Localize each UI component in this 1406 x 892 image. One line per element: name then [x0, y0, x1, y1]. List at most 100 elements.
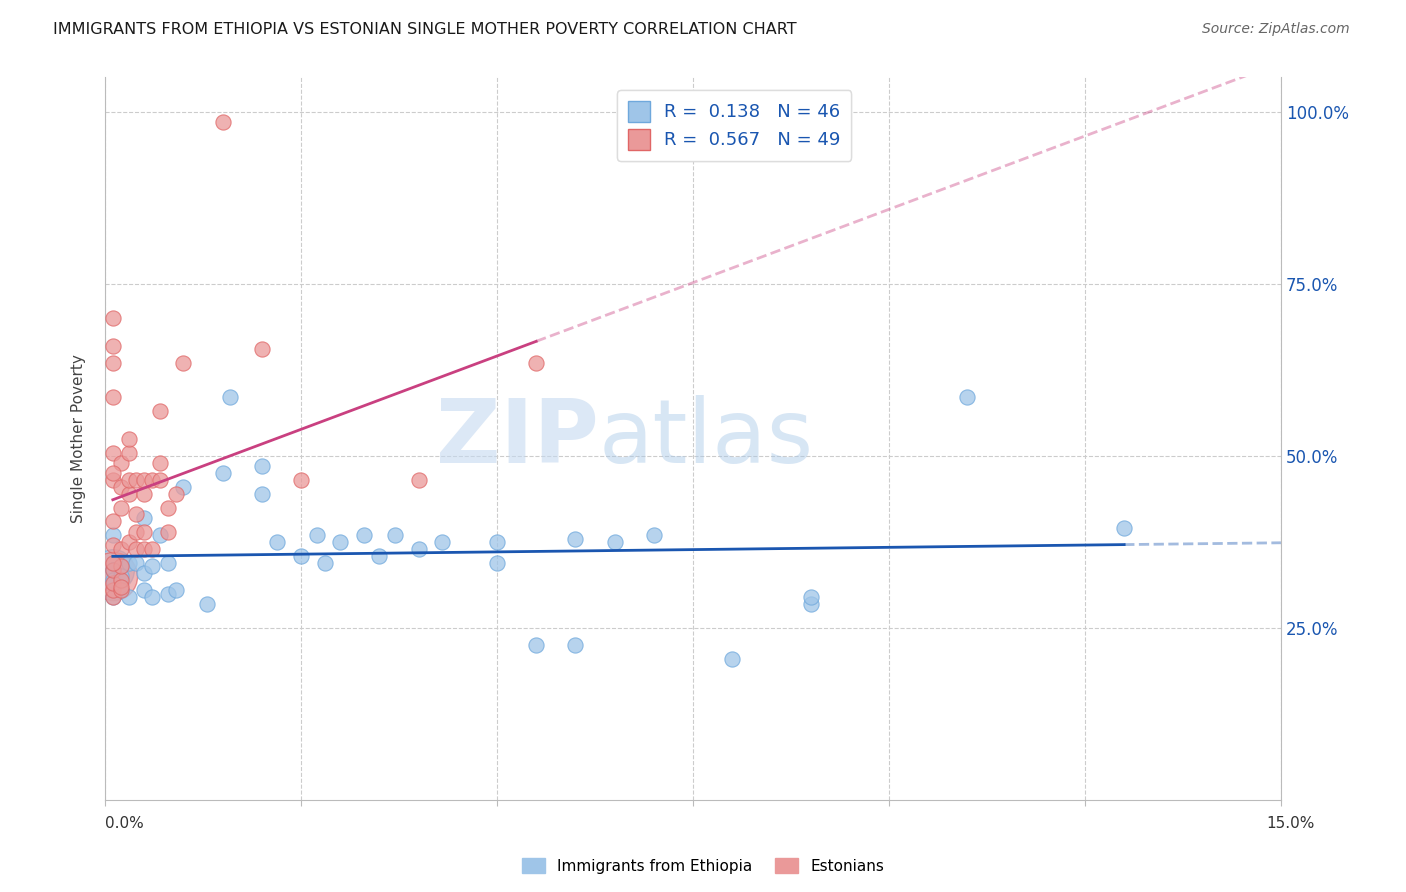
Point	[101, 391, 124, 405]
Point	[134, 487, 156, 501]
Point	[125, 541, 148, 556]
Text: IMMIGRANTS FROM ETHIOPIA VS ESTONIAN SINGLE MOTHER POVERTY CORRELATION CHART: IMMIGRANTS FROM ETHIOPIA VS ESTONIAN SIN…	[53, 22, 797, 37]
Point	[125, 556, 148, 570]
Point	[101, 356, 124, 370]
Point	[101, 466, 124, 480]
Point	[125, 524, 148, 539]
Point	[219, 391, 242, 405]
Point	[266, 535, 288, 549]
Text: ZIP: ZIP	[436, 395, 599, 483]
Point	[117, 535, 139, 549]
Point	[1114, 521, 1136, 535]
Point	[165, 487, 187, 501]
Point	[384, 528, 406, 542]
Point	[101, 562, 124, 576]
Point	[156, 524, 179, 539]
Point	[101, 445, 124, 459]
Point	[368, 549, 391, 563]
Point	[643, 528, 665, 542]
Point	[110, 569, 132, 583]
Point	[141, 590, 163, 604]
Point	[134, 566, 156, 580]
Point	[134, 541, 156, 556]
Point	[134, 524, 156, 539]
Point	[125, 473, 148, 487]
Point	[101, 590, 124, 604]
Point	[141, 559, 163, 574]
Point	[353, 528, 375, 542]
Point	[485, 535, 508, 549]
Point	[211, 115, 233, 129]
Point	[101, 514, 124, 528]
Point	[101, 583, 124, 598]
Point	[117, 445, 139, 459]
Point	[110, 480, 132, 494]
Text: 15.0%: 15.0%	[1267, 816, 1315, 831]
Point	[101, 590, 124, 604]
Point	[141, 473, 163, 487]
Point	[149, 528, 172, 542]
Point	[149, 404, 172, 418]
Point	[156, 556, 179, 570]
Point	[110, 559, 132, 574]
Point	[141, 541, 163, 556]
Point	[156, 500, 179, 515]
Point	[564, 532, 586, 546]
Text: Source: ZipAtlas.com: Source: ZipAtlas.com	[1202, 22, 1350, 37]
Y-axis label: Single Mother Poverty: Single Mother Poverty	[72, 354, 86, 524]
Point	[485, 556, 508, 570]
Point	[134, 511, 156, 525]
Point	[524, 356, 547, 370]
Point	[110, 573, 132, 587]
Point	[524, 638, 547, 652]
Legend: R =  0.138   N = 46, R =  0.567   N = 49: R = 0.138 N = 46, R = 0.567 N = 49	[617, 90, 851, 161]
Point	[117, 556, 139, 570]
Text: 0.0%: 0.0%	[105, 816, 145, 831]
Point	[564, 638, 586, 652]
Point	[117, 432, 139, 446]
Point	[149, 473, 172, 487]
Point	[408, 541, 430, 556]
Point	[290, 473, 312, 487]
Legend: Immigrants from Ethiopia, Estonians: Immigrants from Ethiopia, Estonians	[516, 852, 890, 880]
Point	[956, 391, 979, 405]
Point	[110, 456, 132, 470]
Point	[117, 590, 139, 604]
Point	[101, 473, 124, 487]
Point	[305, 528, 328, 542]
Point	[165, 583, 187, 598]
Point	[195, 597, 218, 611]
Point	[101, 556, 124, 570]
Point	[250, 487, 273, 501]
Point	[172, 356, 194, 370]
Point	[101, 339, 124, 353]
Point	[211, 466, 233, 480]
Point	[314, 556, 336, 570]
Point	[125, 508, 148, 522]
Point	[101, 569, 124, 583]
Point	[110, 583, 132, 598]
Point	[117, 473, 139, 487]
Point	[290, 549, 312, 563]
Point	[250, 459, 273, 474]
Point	[134, 473, 156, 487]
Point	[101, 528, 124, 542]
Point	[117, 487, 139, 501]
Point	[101, 538, 124, 552]
Point	[110, 541, 132, 556]
Point	[101, 573, 124, 587]
Text: atlas: atlas	[599, 395, 814, 483]
Point	[110, 500, 132, 515]
Point	[101, 311, 124, 326]
Point	[430, 535, 453, 549]
Point	[110, 583, 132, 598]
Point	[250, 343, 273, 357]
Point	[800, 597, 823, 611]
Point	[149, 456, 172, 470]
Point	[408, 473, 430, 487]
Point	[172, 480, 194, 494]
Point	[721, 652, 744, 666]
Point	[134, 583, 156, 598]
Point	[101, 562, 124, 576]
Point	[156, 586, 179, 600]
